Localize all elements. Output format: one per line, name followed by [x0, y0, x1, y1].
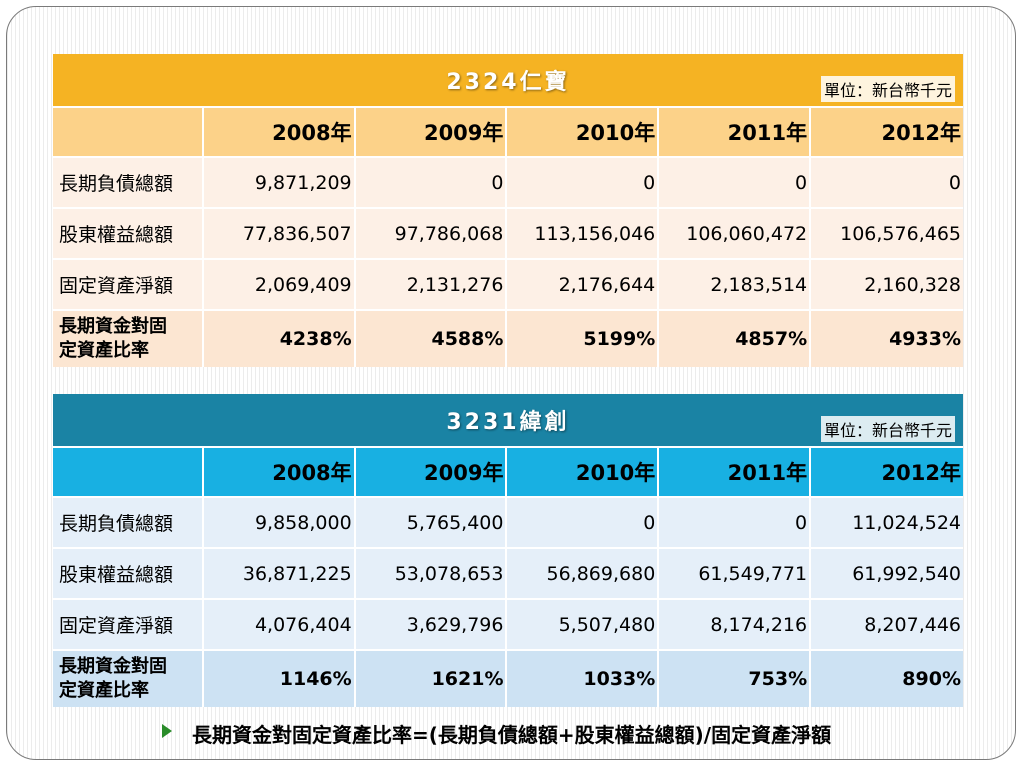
row-label: 長期負債總額: [53, 498, 204, 549]
ratio-row: 長期資金對固 定資產比率 4238% 4588% 5199% 4857% 4933…: [53, 311, 963, 367]
table-cell: 106,576,465: [811, 209, 963, 260]
ratio-cell: 1146%: [203, 651, 356, 707]
table-row: 長期負債總額 9,858,000 5,765,400 0 0 11,024,52…: [53, 498, 963, 549]
formula-footnote: 長期資金對固定資產比率=(長期負債總額+股東權益總額)/固定資產淨額: [192, 723, 832, 747]
table-cell: 3,629,796: [355, 600, 508, 651]
year-header: 2009年: [355, 108, 508, 158]
table-cell: 2,131,276: [355, 260, 508, 311]
ratio-cell: 4588%: [355, 311, 508, 367]
table-cell: 5,765,400: [355, 498, 508, 549]
ratio-cell: 4857%: [659, 311, 812, 367]
ratio-cell: 890%: [811, 651, 963, 707]
table-title: 2324仁寶: [446, 70, 570, 95]
table-cell: 77,836,507: [203, 209, 356, 260]
table-cell: 53,078,653: [355, 549, 508, 600]
table-cell: 8,174,216: [659, 600, 812, 651]
ratio-label: 長期資金對固 定資產比率: [53, 651, 204, 707]
table-cell: 9,871,209: [203, 158, 356, 209]
table-cell: 2,176,644: [507, 260, 660, 311]
table-cell: 61,549,771: [659, 549, 812, 600]
table-cell: 0: [659, 498, 812, 549]
table-title-row: 2324仁寶 單位：新台幣千元: [53, 54, 963, 108]
year-header: 2010年: [507, 448, 660, 498]
table-cell: 0: [355, 158, 508, 209]
year-header: 2012年: [811, 448, 963, 498]
year-header: 2012年: [811, 108, 963, 158]
header-blank-cell: [53, 448, 204, 498]
company-table-2324: 2324仁寶 單位：新台幣千元 2008年 2009年 2010年 2011年 …: [53, 54, 963, 367]
table-cell: 97,786,068: [355, 209, 508, 260]
ratio-cell: 1033%: [507, 651, 660, 707]
year-header-row: 2008年 2009年 2010年 2011年 2012年: [53, 108, 963, 158]
year-header: 2009年: [355, 448, 508, 498]
ratio-cell: 4933%: [811, 311, 963, 367]
row-label: 長期負債總額: [53, 158, 204, 209]
row-label: 固定資產淨額: [53, 260, 204, 311]
arrow-bullet-icon: [162, 724, 172, 738]
table-cell: 0: [507, 158, 660, 209]
ratio-cell: 5199%: [507, 311, 660, 367]
table-cell: 9,858,000: [203, 498, 356, 549]
table-cell: 106,060,472: [659, 209, 812, 260]
ratio-cell: 4238%: [203, 311, 356, 367]
table-cell: 2,183,514: [659, 260, 812, 311]
year-header-row: 2008年 2009年 2010年 2011年 2012年: [53, 448, 963, 498]
table-cell: 4,076,404: [203, 600, 356, 651]
year-header: 2008年: [203, 448, 356, 498]
unit-label: 單位：新台幣千元: [820, 76, 955, 102]
table-cell: 2,160,328: [811, 260, 963, 311]
table-title-row: 3231緯創 單位：新台幣千元: [53, 394, 963, 448]
table-cell: 56,869,680: [507, 549, 660, 600]
table-cell: 0: [507, 498, 660, 549]
table-row: 股東權益總額 36,871,225 53,078,653 56,869,680 …: [53, 549, 963, 600]
year-header: 2008年: [203, 108, 356, 158]
table-row: 固定資產淨額 2,069,409 2,131,276 2,176,644 2,1…: [53, 260, 963, 311]
table-cell: 11,024,524: [811, 498, 963, 549]
table-cell: 8,207,446: [811, 600, 963, 651]
ratio-cell: 753%: [659, 651, 812, 707]
ratio-label-line2: 定資產比率: [59, 680, 149, 701]
row-label: 固定資產淨額: [53, 600, 204, 651]
ratio-label-line2: 定資產比率: [59, 340, 149, 361]
row-label: 股東權益總額: [53, 549, 204, 600]
year-header: 2011年: [659, 108, 812, 158]
table-row: 長期負債總額 9,871,209 0 0 0 0: [53, 158, 963, 209]
unit-label: 單位：新台幣千元: [820, 416, 955, 442]
table-cell: 0: [659, 158, 812, 209]
table-row: 股東權益總額 77,836,507 97,786,068 113,156,046…: [53, 209, 963, 260]
row-label: 股東權益總額: [53, 209, 204, 260]
table-cell: 113,156,046: [507, 209, 660, 260]
ratio-label-line1: 長期資金對固: [59, 316, 167, 337]
year-header: 2011年: [659, 448, 812, 498]
table-cell: 0: [811, 158, 963, 209]
ratio-row: 長期資金對固 定資產比率 1146% 1621% 1033% 753% 890%: [53, 651, 963, 707]
table-title: 3231緯創: [446, 410, 570, 435]
ratio-cell: 1621%: [355, 651, 508, 707]
header-blank-cell: [53, 108, 204, 158]
year-header: 2010年: [507, 108, 660, 158]
table-cell: 5,507,480: [507, 600, 660, 651]
ratio-label: 長期資金對固 定資產比率: [53, 311, 204, 367]
table-cell: 2,069,409: [203, 260, 356, 311]
ratio-label-line1: 長期資金對固: [59, 656, 167, 677]
table-cell: 61,992,540: [811, 549, 963, 600]
table-row: 固定資產淨額 4,076,404 3,629,796 5,507,480 8,1…: [53, 600, 963, 651]
table-cell: 36,871,225: [203, 549, 356, 600]
company-table-3231: 3231緯創 單位：新台幣千元 2008年 2009年 2010年 2011年 …: [53, 394, 963, 707]
